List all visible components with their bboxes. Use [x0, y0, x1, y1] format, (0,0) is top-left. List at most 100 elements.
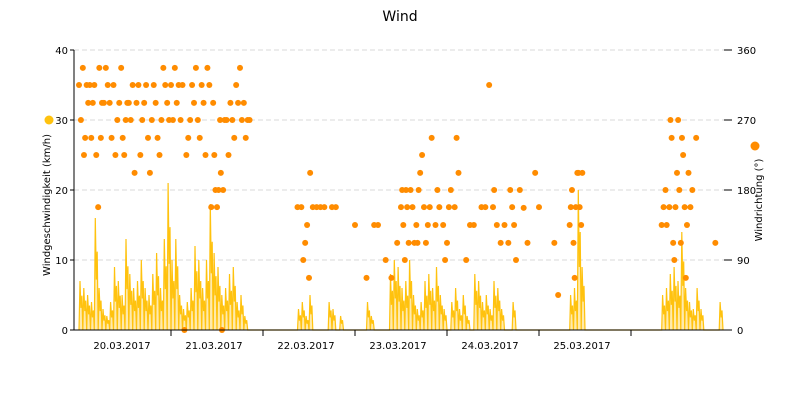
x-tick-label: 24.03.2017	[461, 341, 518, 352]
direction-point	[88, 134, 95, 141]
y2-tick-label: 0	[737, 326, 743, 337]
y-tick-label: 0	[62, 326, 68, 337]
y2-tick-label: 360	[737, 46, 756, 57]
direction-point	[238, 117, 245, 123]
x-tick-label: 20.03.2017	[93, 341, 150, 352]
direction-point	[127, 117, 134, 123]
direction-point	[394, 239, 401, 246]
direction-point	[578, 222, 585, 228]
direction-point	[432, 222, 439, 228]
direction-point	[171, 64, 178, 71]
direction-point	[137, 152, 144, 158]
direction-point	[532, 169, 539, 176]
y2-tick-label: 180	[737, 186, 756, 197]
direction-point	[493, 222, 500, 228]
x-tick-label: 23.03.2017	[369, 341, 426, 352]
y-tick-label: 40	[55, 46, 68, 57]
direction-point	[453, 134, 460, 141]
direction-point	[229, 117, 236, 123]
chart-title: Wind	[382, 9, 417, 25]
legend-direction-icon[interactable]	[750, 141, 760, 151]
direction-point	[210, 99, 217, 106]
direction-point	[154, 134, 161, 141]
direction-point	[217, 117, 224, 123]
direction-point	[302, 239, 309, 246]
direction-point	[667, 117, 674, 123]
direction-point	[666, 204, 673, 211]
direction-point	[76, 82, 82, 88]
direction-point	[133, 99, 140, 106]
direction-point	[198, 82, 205, 88]
y-tick-label: 20	[55, 186, 68, 197]
direction-point	[96, 64, 103, 71]
direction-point	[434, 187, 441, 193]
direction-point	[536, 204, 542, 211]
direction-point	[82, 134, 89, 141]
direction-point	[447, 187, 454, 193]
direction-point	[225, 152, 232, 158]
direction-point	[424, 222, 431, 228]
direction-point	[321, 204, 328, 211]
direction-point	[93, 152, 100, 158]
direction-point	[307, 169, 314, 176]
direction-point	[112, 152, 119, 158]
direction-point	[145, 134, 151, 141]
direction-point	[220, 187, 227, 193]
direction-point	[520, 204, 527, 211]
y-tick-label: 10	[55, 256, 68, 267]
direction-point	[682, 274, 689, 281]
direction-point	[231, 134, 238, 141]
direction-point	[375, 222, 381, 228]
direction-point	[417, 169, 424, 176]
direction-point	[400, 222, 407, 228]
direction-point	[169, 117, 176, 123]
direction-point	[671, 257, 678, 263]
direction-point	[86, 82, 93, 88]
direction-point	[687, 204, 694, 211]
y-tick-label: 30	[55, 116, 68, 127]
x-tick-label: 25.03.2017	[553, 341, 610, 352]
direction-point	[131, 169, 138, 176]
direction-point	[576, 204, 583, 211]
direction-point	[421, 204, 427, 211]
direction-point	[306, 274, 312, 281]
direction-point	[428, 134, 435, 141]
direction-point	[143, 82, 150, 88]
direction-point	[235, 99, 242, 106]
direction-point	[442, 257, 449, 263]
direction-point	[415, 187, 422, 193]
direction-point	[227, 99, 234, 106]
direction-point	[513, 257, 519, 263]
direction-point	[363, 274, 370, 281]
direction-point	[507, 187, 514, 193]
direction-point	[100, 99, 107, 106]
direction-point	[189, 82, 196, 88]
direction-point	[237, 64, 243, 71]
direction-point	[146, 169, 153, 176]
direction-point	[551, 239, 558, 246]
direction-point	[509, 204, 516, 211]
legend-speed-icon[interactable]	[44, 115, 54, 125]
direction-point	[681, 204, 688, 211]
direction-point	[79, 64, 86, 71]
direction-point	[97, 134, 104, 141]
direction-point	[660, 204, 667, 211]
direction-point	[121, 152, 128, 158]
direction-point	[152, 99, 159, 106]
direction-point	[91, 82, 98, 88]
direction-point	[422, 239, 429, 246]
direction-point	[482, 204, 489, 211]
direction-point	[102, 64, 109, 71]
direction-point	[122, 117, 129, 123]
direction-series	[76, 64, 719, 333]
direction-point	[158, 117, 165, 123]
direction-point	[173, 99, 180, 106]
direction-point	[119, 134, 126, 141]
direction-point	[194, 117, 201, 123]
direction-point	[662, 187, 669, 193]
direction-point	[150, 82, 157, 88]
direction-point	[208, 204, 215, 211]
direction-point	[141, 99, 148, 106]
direction-point	[491, 187, 498, 193]
direction-point	[555, 292, 562, 298]
